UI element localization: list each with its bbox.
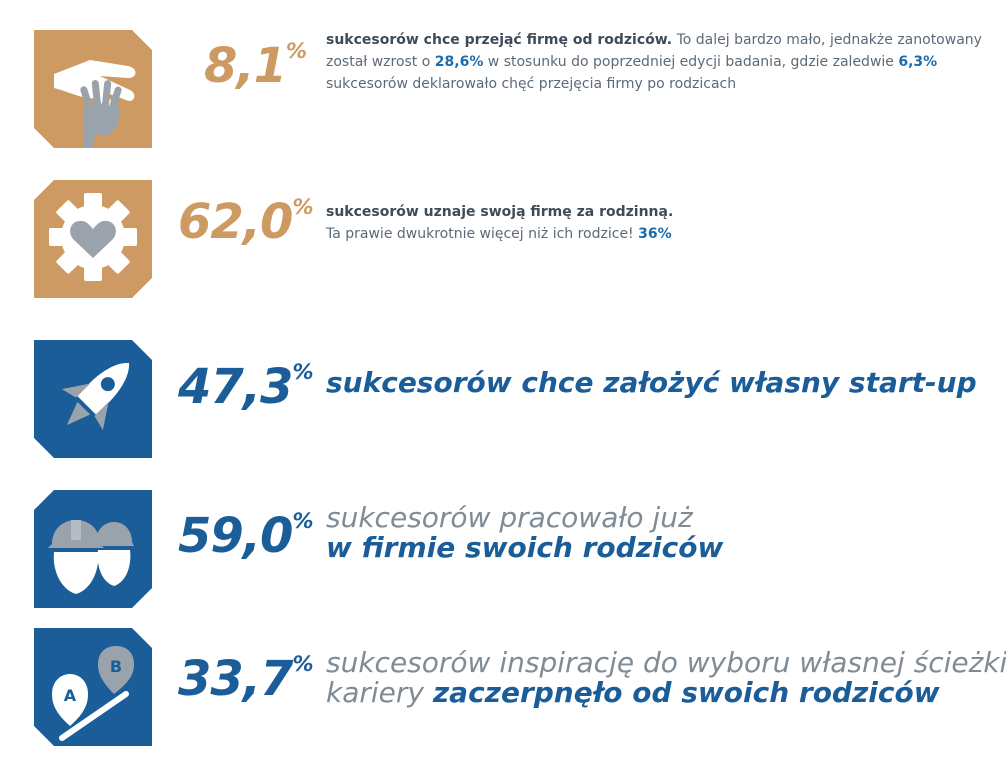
- route-pins-icon: B A: [34, 628, 152, 746]
- hands-icon: [34, 30, 152, 148]
- stat-percent-1: 8,1%: [204, 38, 308, 94]
- stat-percent-4: 59,0%: [178, 508, 314, 564]
- stat-percent-5: 33,7%: [178, 651, 314, 707]
- stat-text-1: sukcesorów chce przejąć firmę od rodzicó…: [326, 32, 982, 92]
- stat-percent-3: 47,3%: [178, 359, 314, 415]
- rocket-icon: [34, 340, 152, 458]
- stat-text-3: sukcesorów chce założyć własny start-up: [326, 366, 977, 399]
- svg-text:B: B: [110, 657, 122, 676]
- stat-text-2: sukcesorów uznaje swoją firmę za rodzinn…: [326, 204, 674, 242]
- workers-helmet-icon: [34, 490, 152, 608]
- svg-text:A: A: [64, 686, 77, 705]
- stat-text-4: sukcesorów pracowało już w firmie swoich …: [326, 501, 724, 564]
- stat-percent-2: 62,0%: [178, 194, 314, 250]
- gear-heart-icon: [34, 180, 152, 298]
- stat-text-5: sukcesorów inspirację do wyboru własnej …: [326, 646, 1006, 709]
